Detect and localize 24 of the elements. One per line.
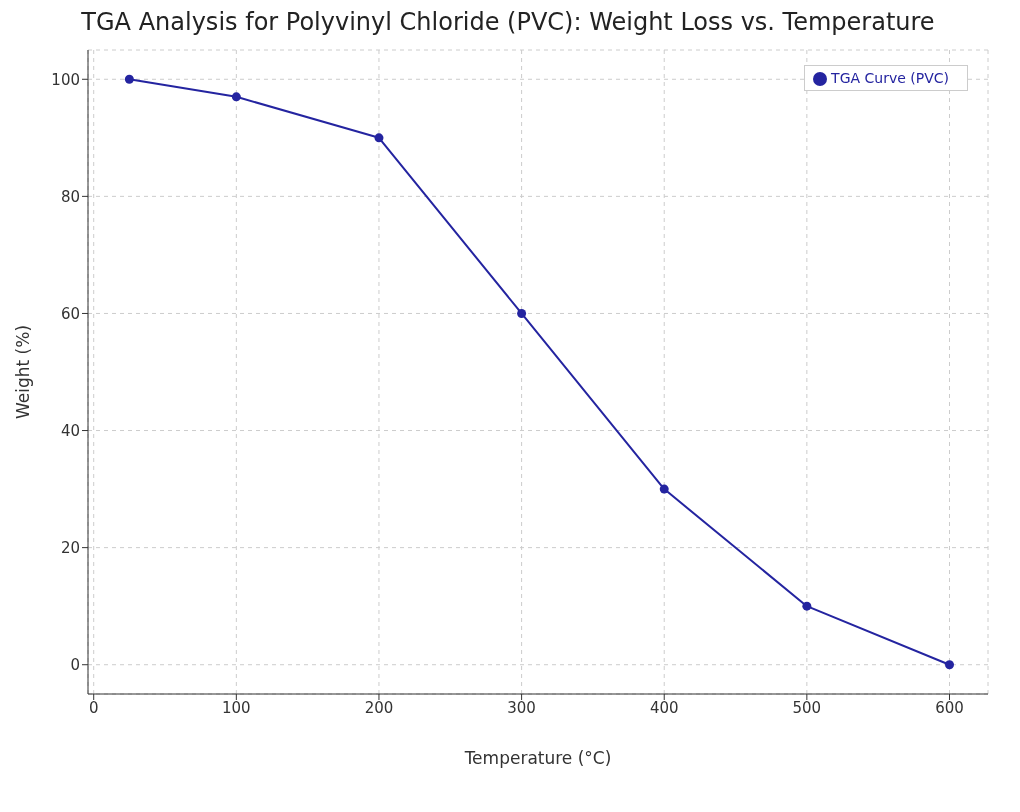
point — [124, 74, 134, 84]
x-axis-title: Temperature (°C) — [463, 748, 612, 768]
y-axis-title: Weight (%) — [13, 324, 34, 420]
point — [517, 308, 527, 318]
x-tick-label: 300 — [507, 698, 536, 717]
x-tick-label: 600 — [935, 698, 964, 717]
x-tick-label: 400 — [649, 698, 679, 717]
y-tick-label: 80 — [60, 187, 80, 206]
y-tick-label: 40 — [60, 421, 80, 440]
x-tick-label: 100 — [222, 698, 251, 717]
x-tick-label: 0 — [88, 698, 99, 717]
y-tick-label: 0 — [70, 656, 80, 675]
legend-label: TGA Curve (PVC) — [831, 70, 949, 86]
point — [944, 660, 954, 670]
point — [802, 601, 812, 611]
point — [231, 92, 241, 102]
chart-title: TGA Analysis for Polyvinyl Chloride (PVC): Weight Loss vs. Temperature — [80, 8, 936, 36]
point — [659, 484, 669, 494]
x-tick-label: 500 — [792, 698, 822, 717]
y-tick-label: 60 — [60, 304, 80, 323]
x-tick-label: 200 — [364, 698, 394, 717]
y-tick-label: 100 — [51, 70, 80, 89]
point — [374, 133, 384, 143]
y-tick-label: 20 — [60, 538, 80, 557]
